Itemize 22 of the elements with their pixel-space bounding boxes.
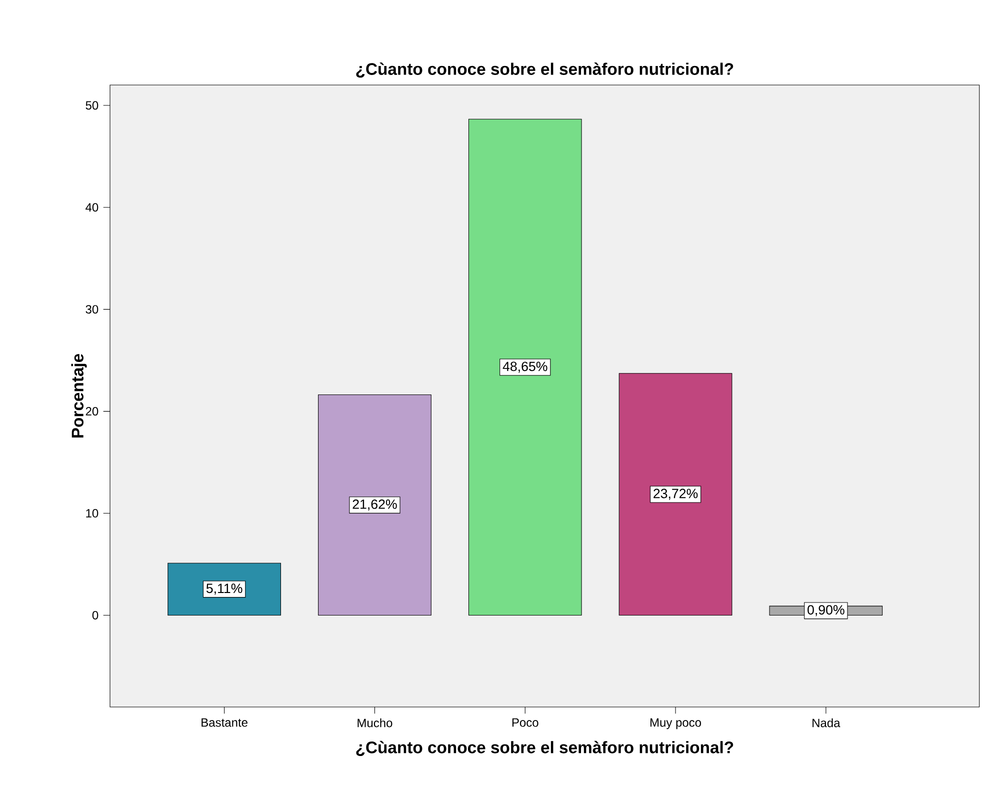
bar <box>618 373 732 616</box>
bar <box>468 118 582 616</box>
y-tick-label: 40 <box>86 203 98 212</box>
chart-title: ¿Cùanto conoce sobre el semàforo nutricional? <box>356 62 734 78</box>
y-tick-label: 20 <box>86 407 98 416</box>
x-axis-title: ¿Cùanto conoce sobre el semàforo nutricional? <box>356 740 734 756</box>
y-tick-label: 0 <box>92 610 98 620</box>
data-label: 48,65% <box>502 362 548 373</box>
x-tick-label: Mucho <box>358 718 392 728</box>
x-tick-label: Muy poco <box>650 718 702 730</box>
y-tick-label: 50 <box>86 101 98 110</box>
y-tick-label: 30 <box>86 305 98 314</box>
y-tick-label: 10 <box>86 509 98 518</box>
bar <box>318 394 432 616</box>
x-tick-label: Poco <box>512 718 538 727</box>
y-axis-title: Porcentaje <box>71 354 87 438</box>
data-label: 23,72% <box>654 488 698 500</box>
data-label: 5,11% <box>206 584 242 595</box>
data-label: 21,62% <box>352 500 397 511</box>
data-label: 0,90% <box>808 605 844 616</box>
x-tick-label: Bastante <box>202 718 248 727</box>
x-tick-label: Nada <box>812 718 840 728</box>
